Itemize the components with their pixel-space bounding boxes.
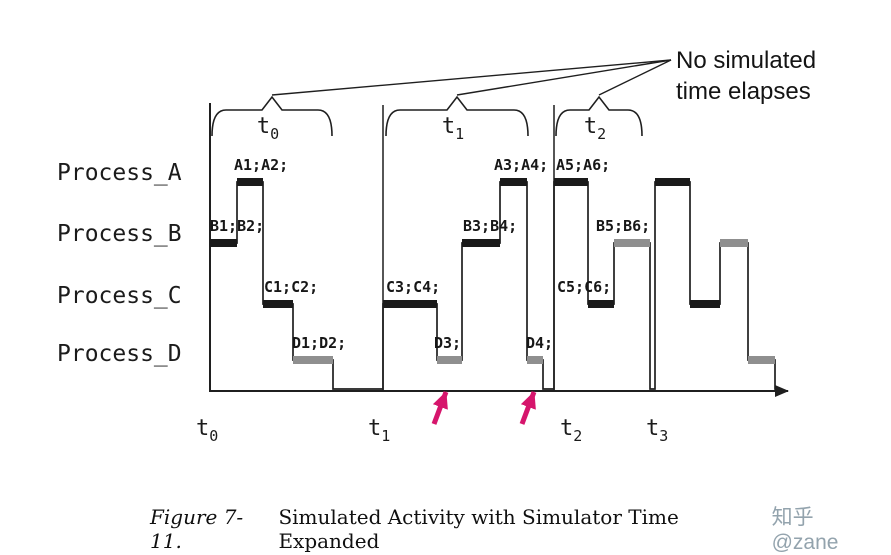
figure-caption-title: Simulated Activity with Simulator Time E…: [278, 505, 679, 553]
watermark: 知乎 @zane: [771, 506, 839, 554]
bracket-label-t0: t0: [257, 114, 279, 143]
activity-bar-A-A5A6: [554, 178, 588, 186]
activity-bar-C: [690, 300, 720, 308]
segment-label: B1;B2;: [210, 217, 264, 235]
process-label: Process_C: [57, 283, 182, 309]
annotation-text-line: No simulated: [676, 47, 816, 74]
segment-label: A3;A4;: [494, 156, 548, 174]
activity-bar-C-C5C6: [588, 300, 614, 308]
annotation-connector: [271, 59, 672, 96]
bracket-label-t2: t2: [584, 114, 606, 143]
time-bracket-t1: [385, 95, 529, 137]
figure-caption-label: Figure 7-11.: [150, 505, 244, 553]
activity-bar-D-D3: [437, 356, 462, 364]
time-bracket-t2: [555, 95, 643, 137]
segment-label: C3;C4;: [386, 278, 440, 296]
annotation-connector: [598, 59, 672, 96]
activity-bar-B: [720, 239, 748, 247]
activity-bar-B-B1B2: [210, 239, 237, 247]
annotation-connector: [456, 59, 672, 96]
segment-label: C5;C6;: [557, 278, 611, 296]
segment-label: B5;B6;: [596, 217, 650, 235]
segment-label: A5;A6;: [556, 156, 610, 174]
activity-bar-A: [655, 178, 690, 186]
time-bracket-t0: [211, 95, 333, 137]
activity-bar-B-B5B6: [614, 239, 650, 247]
pointer-arrow-0: [431, 391, 449, 425]
annotation-text-line: time elapses: [676, 78, 811, 105]
bracket-label-t1: t1: [442, 114, 464, 143]
process-label: Process_D: [57, 341, 182, 367]
segment-label: B3;B4;: [463, 217, 517, 235]
axis-tick-t0: t0: [196, 416, 218, 445]
segment-label: A1;A2;: [234, 156, 288, 174]
axis-tick-t3: t3: [646, 416, 668, 445]
segment-label: D1;D2;: [292, 334, 346, 352]
axis-tick-t2: t2: [560, 416, 582, 445]
activity-bar-D-D1D2: [293, 356, 333, 364]
activity-bar-D-D4: [527, 356, 543, 364]
figure-caption: Figure 7-11. Simulated Activity with Sim…: [150, 501, 883, 555]
activity-bar-C-C1C2: [263, 300, 293, 308]
process-label: Process_A: [57, 160, 182, 186]
segment-label: C1;C2;: [264, 278, 318, 296]
segment-label: D4;: [526, 334, 553, 352]
activity-bar-A-A3A4: [500, 178, 527, 186]
activity-bar-C-C3C4: [383, 300, 437, 308]
activity-bar-B-B3B4: [462, 239, 500, 247]
activity-bar-A-A1A2: [237, 178, 263, 186]
segment-label: D3;: [434, 334, 461, 352]
pointer-arrow-1: [519, 391, 537, 425]
process-label: Process_B: [57, 221, 182, 247]
activity-bar-D: [748, 356, 775, 364]
axis-tick-t1: t1: [368, 416, 390, 445]
